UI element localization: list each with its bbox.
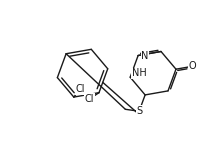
Text: Cl: Cl — [75, 84, 85, 94]
Text: N: N — [141, 50, 149, 61]
Text: O: O — [188, 61, 196, 71]
Text: S: S — [136, 106, 142, 116]
Text: NH: NH — [132, 68, 146, 78]
Text: Cl: Cl — [85, 94, 94, 104]
